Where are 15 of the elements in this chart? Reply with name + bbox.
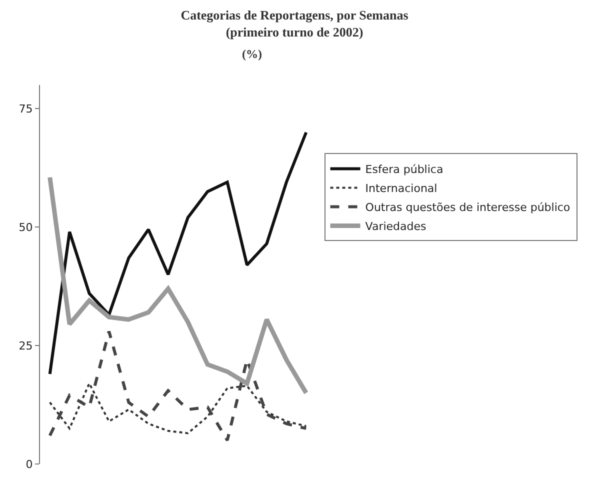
chart-title: Categorias de Reportagens, por Semanas xyxy=(180,8,408,23)
y-tick-label: 75 xyxy=(18,102,33,116)
legend-label: Internacional xyxy=(365,182,438,196)
legend-label: Variedades xyxy=(365,220,427,234)
chart-subtitle: (primeiro turno de 2002) xyxy=(226,24,364,40)
legend-label: Outras questões de interesse público xyxy=(365,201,570,214)
text: (%) xyxy=(242,47,262,61)
line-series xyxy=(48,175,308,396)
line-series xyxy=(48,130,308,376)
y-tick-label: 0 xyxy=(26,458,33,471)
line-series xyxy=(48,382,308,434)
legend-label: Esfera pública xyxy=(365,163,444,176)
line-series xyxy=(48,330,308,442)
y-tick-label: 25 xyxy=(18,339,33,352)
y-tick-label: 50 xyxy=(18,220,33,234)
